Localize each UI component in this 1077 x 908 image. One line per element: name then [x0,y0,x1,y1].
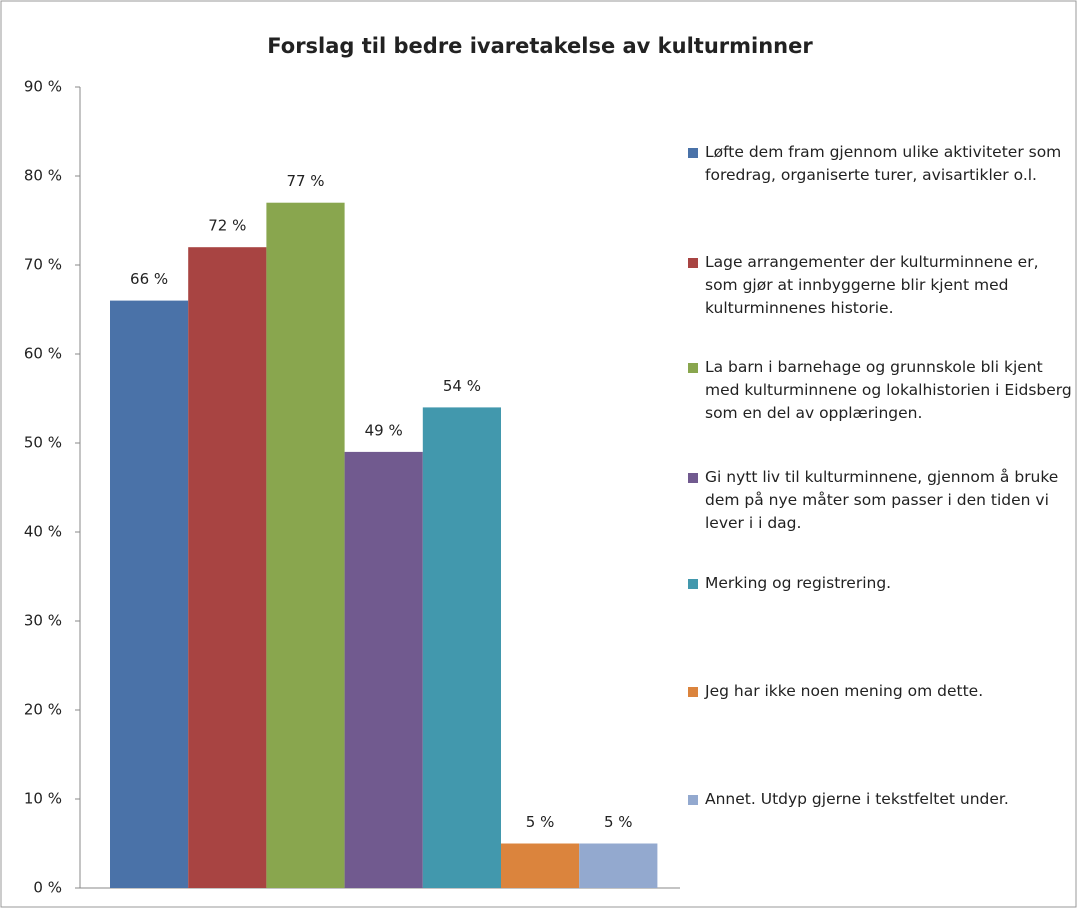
legend-swatch [688,579,698,589]
legend-item: Lage arrangementer der kulturminnene er,… [688,251,1073,320]
legend-label: Annet. Utdyp gjerne i tekstfeltet under. [705,790,1009,808]
y-tick-label: 0 % [33,879,62,897]
y-tick-label: 20 % [24,701,62,719]
legend-label: Løfte dem fram gjennom ulike aktiviteter… [705,143,1062,184]
legend-swatch [688,148,698,158]
y-tick-label: 10 % [24,790,62,808]
y-tick-label: 50 % [24,434,62,452]
y-tick-label: 90 % [24,78,62,96]
legend-label: Lage arrangementer der kulturminnene er,… [705,253,1039,317]
data-label: 66 % [130,270,168,288]
legend-item: Gi nytt liv til kulturminnene, gjennom å… [688,466,1073,535]
y-tick-label: 30 % [24,612,62,630]
legend-item: Merking og registrering. [688,572,1073,595]
data-label: 54 % [443,377,481,395]
bar [266,202,345,888]
legend-label: Gi nytt liv til kulturminnene, gjennom å… [705,468,1059,532]
legend-item: La barn i barnehage og grunnskole bli kj… [688,356,1073,425]
legend-label: Merking og registrering. [705,574,892,592]
legend-swatch [688,363,698,373]
bar [110,300,189,889]
legend-item: Annet. Utdyp gjerne i tekstfeltet under. [688,788,1073,811]
chart-title: Forslag til bedre ivaretakelse av kultur… [267,34,813,58]
bar [501,843,580,888]
y-tick-label: 80 % [24,167,62,185]
data-label: 5 % [526,813,555,831]
legend-swatch [688,687,698,697]
bar [422,407,501,888]
legend-item: Løfte dem fram gjennom ulike aktiviteter… [688,141,1073,187]
legend-swatch [688,473,698,483]
legend-swatch [688,258,698,268]
y-tick-label: 60 % [24,345,62,363]
y-tick-label: 40 % [24,523,62,541]
legend-swatch [688,795,698,805]
data-label: 5 % [604,813,633,831]
data-label: 72 % [208,217,246,235]
legend-label: Jeg har ikke noen mening om dette. [705,682,984,700]
legend-item: Jeg har ikke noen mening om dette. [688,680,1073,703]
legend-label: La barn i barnehage og grunnskole bli kj… [705,358,1072,422]
data-label: 77 % [286,172,324,190]
y-tick-label: 70 % [24,256,62,274]
bar [188,247,267,888]
data-label: 49 % [365,421,403,439]
bar [344,451,423,888]
bar [579,843,658,888]
